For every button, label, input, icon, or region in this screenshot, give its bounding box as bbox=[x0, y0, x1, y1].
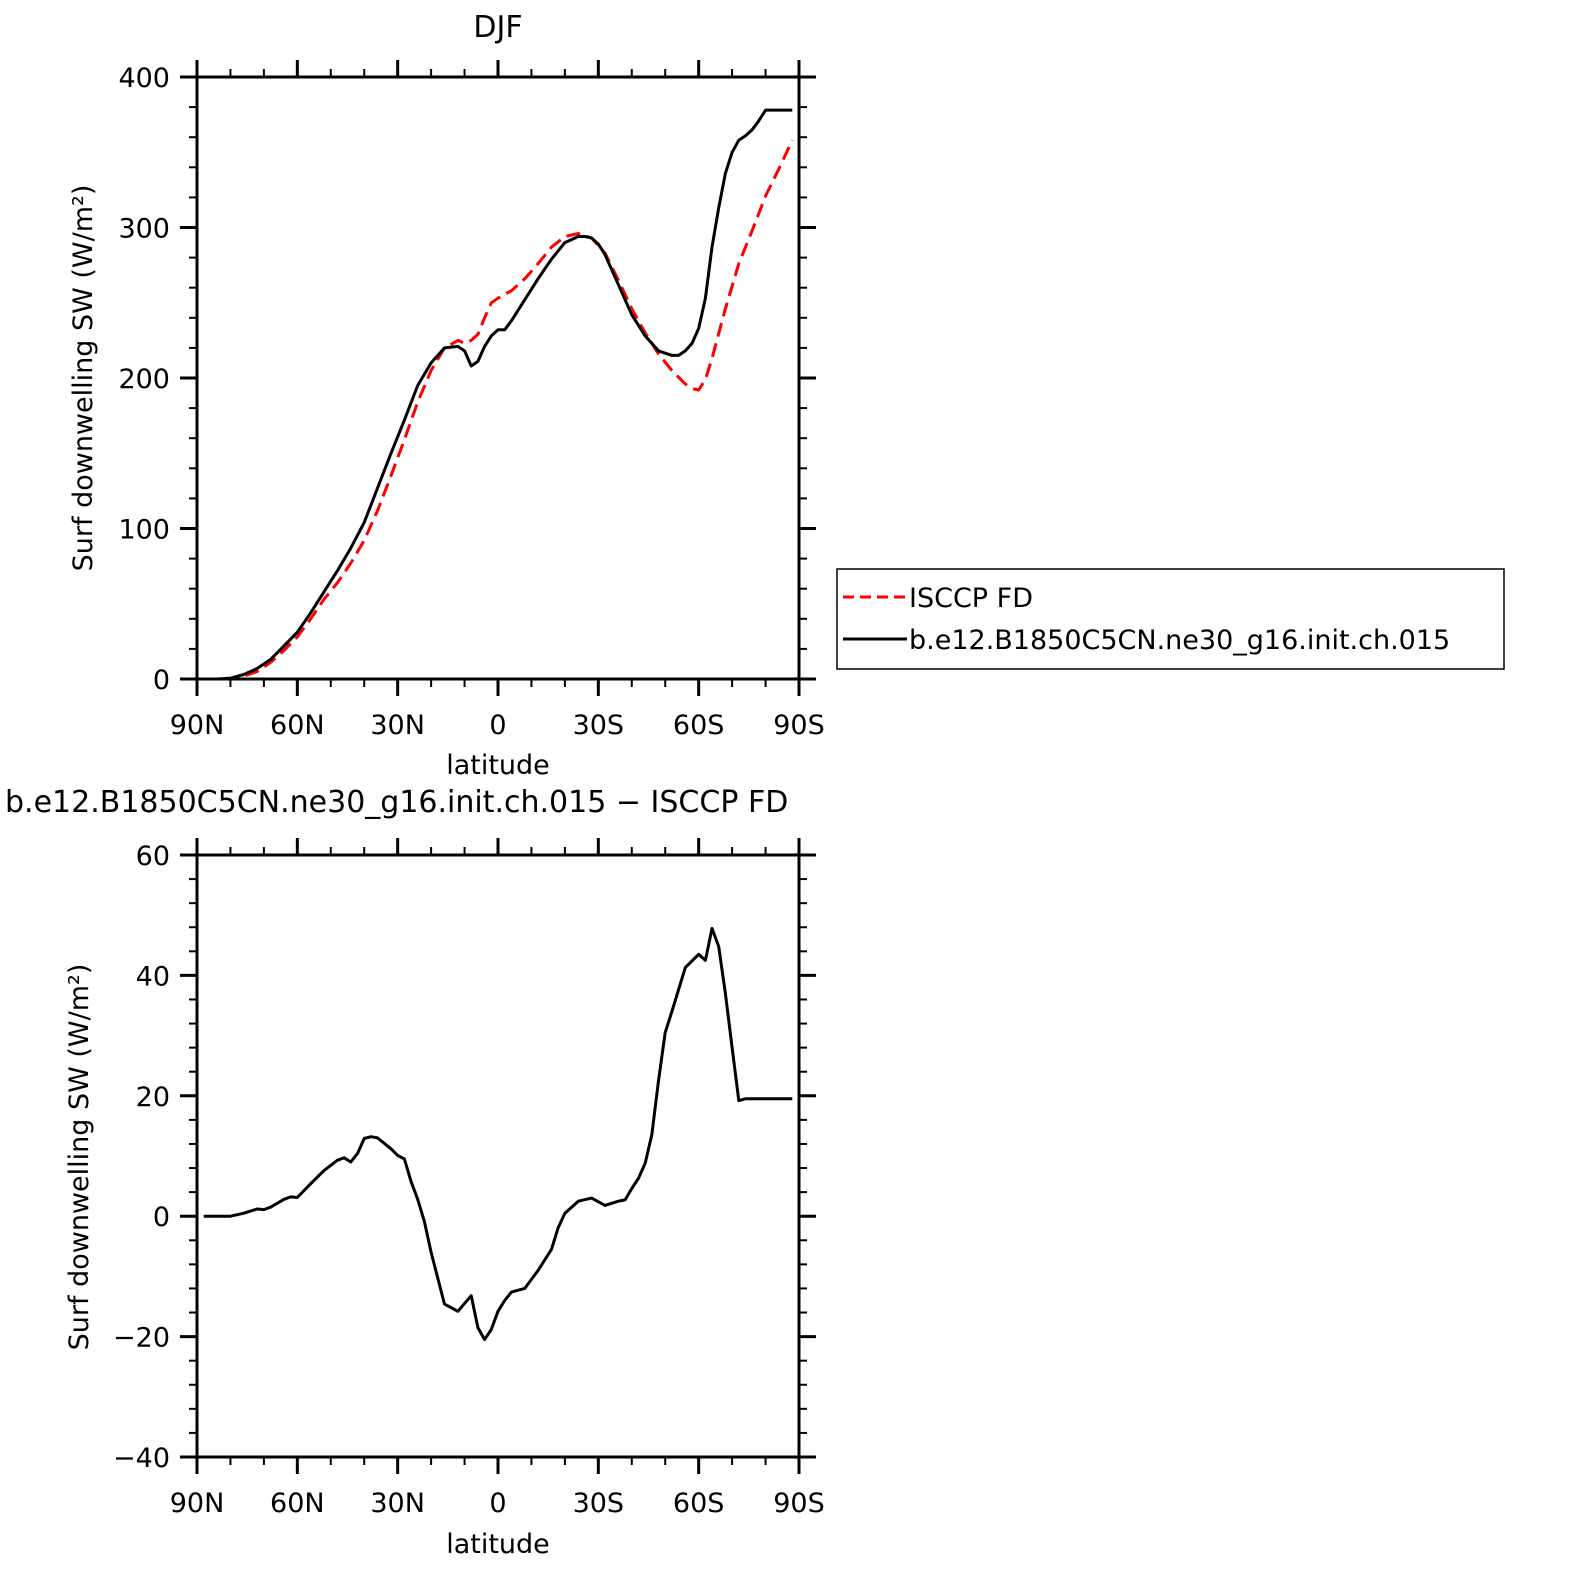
top-ytick-label: 400 bbox=[118, 63, 170, 94]
top-xtick-label: 30N bbox=[370, 710, 425, 741]
top-xtick-label: 30S bbox=[573, 710, 625, 741]
bottom-chart: b.e12.B1850C5CN.ne30_g16.init.ch.015 − I… bbox=[5, 785, 825, 1560]
bottom-chart-ticks: −40 −20 0 20 40 60 90N 60N 30N 0 30S 60S 90S bbox=[113, 838, 825, 1519]
top-plot-frame bbox=[195, 75, 801, 681]
bottom-series-line-0 bbox=[203, 926, 793, 1342]
bottom-chart-title: b.e12.B1850C5CN.ne30_g16.init.ch.015 − I… bbox=[5, 785, 788, 820]
bottom-ytick-label: −20 bbox=[113, 1323, 170, 1354]
top-xtick-label: 60S bbox=[673, 710, 725, 741]
bottom-xtick-label: 30S bbox=[573, 1488, 625, 1519]
bottom-xtick-label: 30N bbox=[370, 1488, 425, 1519]
top-xtick-label: 90S bbox=[773, 710, 825, 741]
bottom-chart-ylabel: Surf downwelling SW (W/m²) bbox=[64, 964, 95, 1351]
top-xtick-label: 0 bbox=[489, 710, 506, 741]
bottom-chart-series bbox=[203, 926, 793, 1342]
top-series-line-0 bbox=[203, 139, 794, 681]
legend: ISCCP FD b.e12.B1850C5CN.ne30_g16.init.c… bbox=[836, 568, 1505, 670]
bottom-xtick-label: 90S bbox=[773, 1488, 825, 1519]
top-chart-series bbox=[203, 108, 794, 681]
bottom-ytick-label: 60 bbox=[136, 841, 170, 872]
top-ytick-label: 0 bbox=[153, 665, 170, 696]
top-ytick-label: 200 bbox=[118, 364, 170, 395]
top-xtick-label: 90N bbox=[170, 710, 225, 741]
bottom-plot-frame bbox=[195, 853, 801, 1459]
top-chart-ticks: 0 100 200 300 400 90N 60N 30N 0 30S 60S 90S bbox=[118, 60, 825, 741]
bottom-ytick-label: 0 bbox=[153, 1202, 170, 1233]
bottom-xtick-label: 0 bbox=[489, 1488, 506, 1519]
legend-box bbox=[836, 568, 1505, 670]
top-chart-xlabel: latitude bbox=[446, 750, 550, 781]
bottom-ytick-label: −40 bbox=[113, 1443, 170, 1474]
bottom-xtick-label: 60S bbox=[673, 1488, 725, 1519]
top-series-line-1 bbox=[203, 108, 793, 681]
bottom-xtick-label: 60N bbox=[270, 1488, 325, 1519]
top-ytick-label: 300 bbox=[118, 214, 170, 245]
bottom-xtick-label: 90N bbox=[170, 1488, 225, 1519]
legend-label-model: b.e12.B1850C5CN.ne30_g16.init.ch.015 bbox=[909, 625, 1450, 656]
top-chart: DJF 0 100 200 300 400 90N 60N 30N 0 30S 60S 90S Sur… bbox=[68, 10, 825, 781]
top-chart-ylabel: Surf downwelling SW (W/m²) bbox=[68, 185, 99, 572]
bottom-ytick-label: 40 bbox=[136, 961, 170, 992]
legend-label-isccp: ISCCP FD bbox=[909, 583, 1033, 614]
bottom-chart-xlabel: latitude bbox=[446, 1529, 550, 1560]
bottom-ytick-label: 20 bbox=[136, 1082, 170, 1113]
top-xtick-label: 60N bbox=[270, 710, 325, 741]
top-ytick-label: 100 bbox=[118, 515, 170, 546]
top-chart-title: DJF bbox=[473, 10, 522, 45]
